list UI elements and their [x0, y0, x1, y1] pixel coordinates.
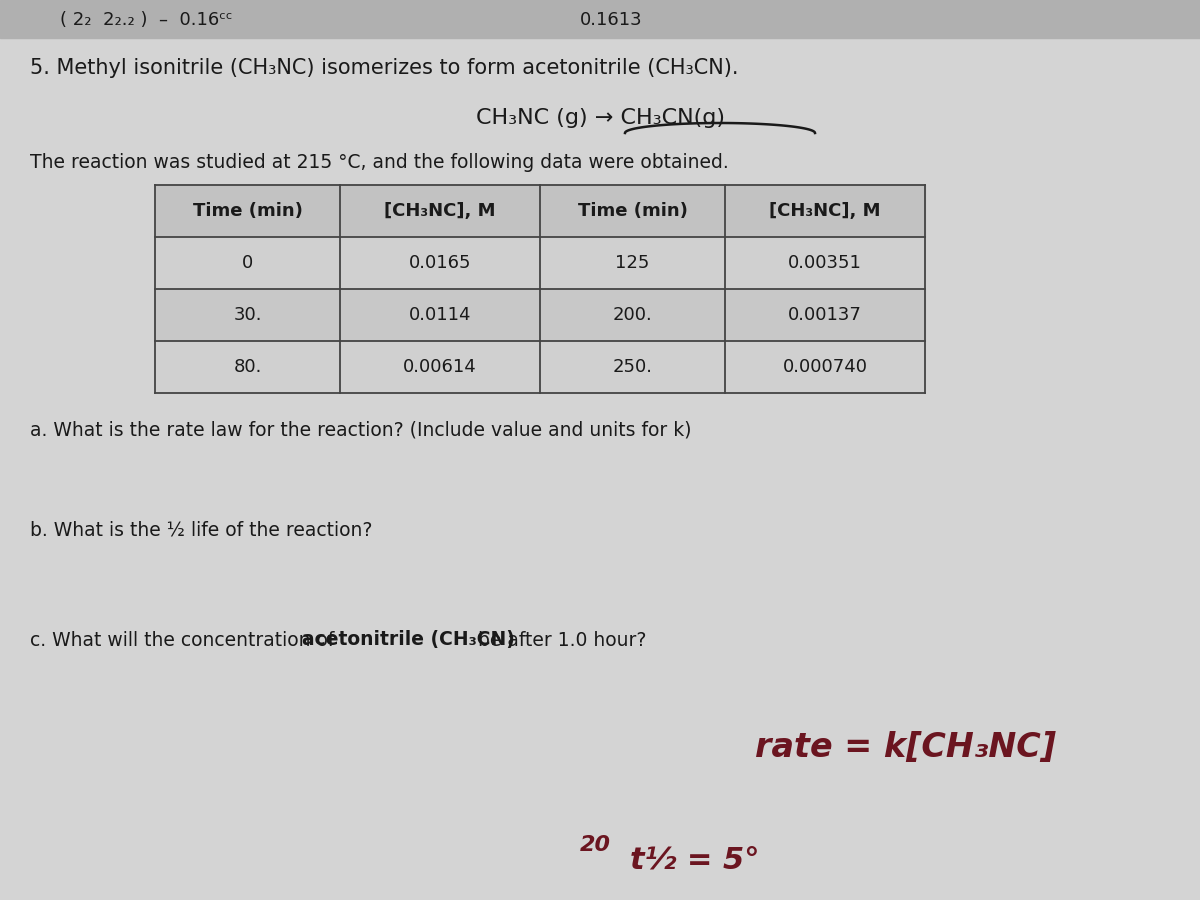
Text: 30.: 30. [233, 306, 262, 324]
Text: 0.0114: 0.0114 [409, 306, 472, 324]
Text: 125: 125 [616, 254, 649, 272]
Text: 0: 0 [242, 254, 253, 272]
Text: CH₃NC (g) → CH₃CN(g): CH₃NC (g) → CH₃CN(g) [475, 108, 725, 128]
Text: The reaction was studied at 215 °C, and the following data were obtained.: The reaction was studied at 215 °C, and … [30, 152, 728, 172]
Text: be after 1.0 hour?: be after 1.0 hour? [472, 631, 647, 650]
Text: 0.0165: 0.0165 [409, 254, 472, 272]
Text: rate = k[CH₃NC]: rate = k[CH₃NC] [755, 732, 1056, 764]
Text: 80.: 80. [233, 358, 262, 376]
Bar [155, 341, 925, 393]
Text: 200.: 200. [613, 306, 653, 324]
Text: 250.: 250. [612, 358, 653, 376]
Bar [0, 0, 1200, 38]
Text: Time (min): Time (min) [577, 202, 688, 220]
Text: 20: 20 [580, 835, 611, 855]
Text: Time (min): Time (min) [192, 202, 302, 220]
Text: 0.000740: 0.000740 [782, 358, 868, 376]
Text: c. What will the concentration of: c. What will the concentration of [30, 631, 341, 650]
Text: a. What is the rate law for the reaction? (Include value and units for k): a. What is the rate law for the reaction… [30, 420, 691, 439]
Text: [CH₃NC], M: [CH₃NC], M [384, 202, 496, 220]
Text: 0.00137: 0.00137 [788, 306, 862, 324]
Text: acetonitrile (CH₃CN): acetonitrile (CH₃CN) [302, 631, 515, 650]
Text: 0.00351: 0.00351 [788, 254, 862, 272]
Bar [155, 185, 925, 237]
Text: t½ = 5°: t½ = 5° [630, 845, 760, 875]
Text: b. What is the ½ life of the reaction?: b. What is the ½ life of the reaction? [30, 520, 372, 539]
Text: 0.00614: 0.00614 [403, 358, 476, 376]
Bar [155, 289, 925, 341]
Text: 0.1613: 0.1613 [580, 11, 643, 29]
Text: 5. Methyl isonitrile (CH₃NC) isomerizes to form acetonitrile (CH₃CN).: 5. Methyl isonitrile (CH₃NC) isomerizes … [30, 58, 738, 78]
Text: ( 2₂  2₂.₂ )  –  0.16ᶜᶜ: ( 2₂ 2₂.₂ ) – 0.16ᶜᶜ [60, 11, 233, 29]
Bar [155, 237, 925, 289]
Text: [CH₃NC], M: [CH₃NC], M [769, 202, 881, 220]
